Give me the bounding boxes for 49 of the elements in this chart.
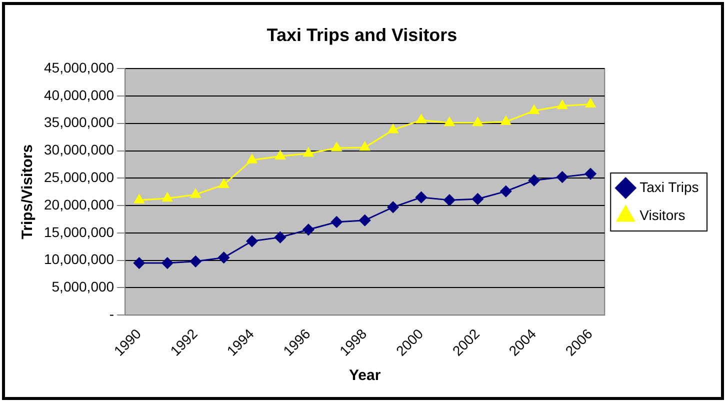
point — [218, 178, 229, 188]
legend-label: Visitors — [640, 206, 686, 223]
legend-label: Taxi Trips — [640, 178, 699, 195]
y-tick-label: 35,000,000 — [44, 114, 114, 130]
x-axis-title: Year — [348, 367, 381, 384]
point — [500, 116, 511, 125]
point — [585, 98, 596, 108]
y-tick-label: 45,000,000 — [44, 59, 114, 76]
point — [444, 194, 456, 206]
point — [302, 224, 314, 236]
point — [246, 154, 258, 164]
point — [162, 192, 172, 202]
point — [528, 174, 540, 186]
point — [557, 100, 568, 110]
point — [387, 201, 399, 213]
point — [218, 252, 230, 264]
point — [162, 257, 174, 269]
point — [359, 214, 371, 226]
point — [529, 105, 540, 114]
point — [472, 117, 483, 126]
point — [500, 186, 512, 198]
point — [556, 171, 568, 183]
point — [274, 232, 286, 244]
point — [275, 150, 286, 160]
point — [472, 193, 484, 205]
y-tick-label: 30,000,000 — [44, 142, 114, 158]
point — [190, 188, 201, 198]
y-tick-label: 20,000,000 — [44, 196, 114, 212]
point — [416, 114, 426, 124]
y-tick-label: 10,000,000 — [44, 251, 114, 268]
y-axis-title: Trips/Visitors — [19, 144, 36, 240]
y-tick-label: 40,000,000 — [44, 86, 114, 103]
point — [246, 235, 258, 247]
y-tick-label: - — [109, 306, 114, 322]
point — [416, 192, 428, 204]
point — [133, 257, 145, 269]
point — [388, 124, 398, 134]
point — [584, 168, 596, 180]
point — [444, 117, 455, 126]
y-tick-label: 5,000,000 — [52, 278, 114, 295]
y-tick-label: 25,000,000 — [44, 169, 114, 186]
point — [360, 142, 370, 151]
point — [134, 194, 144, 204]
point — [330, 216, 342, 228]
point — [303, 148, 314, 157]
y-tick-label: 15,000,000 — [44, 224, 114, 240]
point — [190, 256, 202, 268]
point — [332, 142, 342, 152]
chart-title: Taxi Trips and Visitors — [266, 24, 458, 45]
